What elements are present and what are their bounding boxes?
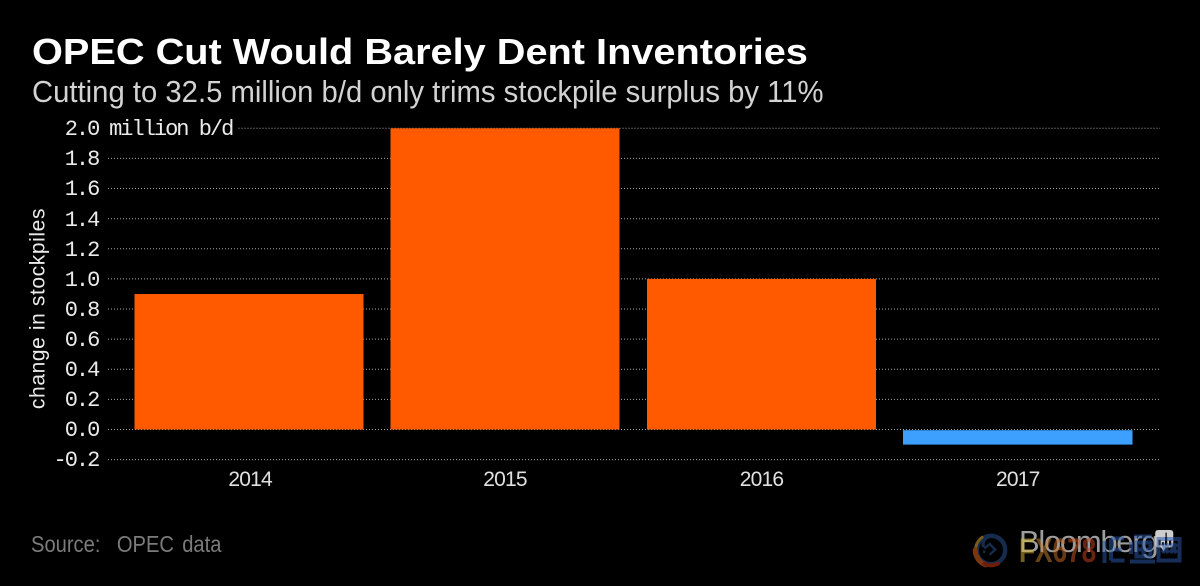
svg-text:FX678: FX678 <box>1019 532 1096 570</box>
